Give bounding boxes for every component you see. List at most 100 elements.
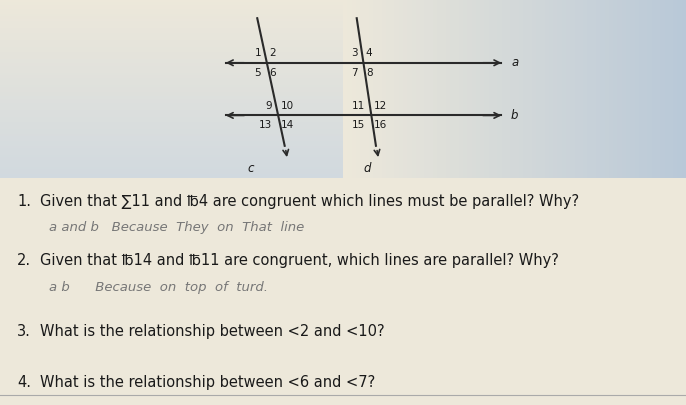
Bar <box>381 0 386 235</box>
Bar <box>596 0 600 235</box>
Bar <box>0 77 686 80</box>
Text: 1.: 1. <box>17 194 31 209</box>
Bar <box>665 0 669 235</box>
Text: 6: 6 <box>269 68 276 78</box>
Bar <box>635 0 639 235</box>
Bar <box>630 0 635 235</box>
Bar <box>0 68 686 70</box>
Bar <box>0 211 686 214</box>
Bar <box>519 0 523 235</box>
Bar <box>0 179 686 181</box>
Bar <box>0 164 686 167</box>
Text: 9: 9 <box>265 100 272 111</box>
Bar <box>0 181 686 183</box>
Bar <box>0 226 686 228</box>
Bar <box>0 132 686 134</box>
Bar <box>484 0 488 235</box>
Bar <box>604 0 609 235</box>
Bar <box>0 26 686 28</box>
Bar <box>429 0 433 235</box>
Bar <box>420 0 425 235</box>
Bar <box>0 207 686 209</box>
Bar <box>0 230 686 232</box>
Text: 3: 3 <box>351 48 357 58</box>
Bar <box>480 0 484 235</box>
Bar <box>0 136 686 139</box>
Bar <box>476 0 480 235</box>
Bar <box>587 0 591 235</box>
Bar <box>514 0 519 235</box>
Bar <box>0 113 686 115</box>
Text: 2: 2 <box>269 48 276 58</box>
Bar <box>506 0 510 235</box>
Bar <box>356 0 360 235</box>
Text: 2.: 2. <box>17 253 32 268</box>
Bar <box>0 171 686 174</box>
Bar <box>412 0 416 235</box>
Bar <box>0 0 686 2</box>
Bar <box>673 0 677 235</box>
Bar <box>425 0 429 235</box>
Bar <box>0 214 686 216</box>
Bar <box>463 0 467 235</box>
Bar <box>660 0 665 235</box>
Bar <box>347 0 351 235</box>
Bar <box>0 17 686 19</box>
Bar <box>0 115 686 117</box>
Bar <box>446 0 450 235</box>
Bar <box>0 64 686 66</box>
Bar <box>0 108 686 111</box>
Bar <box>579 0 583 235</box>
Bar <box>0 61 686 64</box>
Bar <box>0 188 686 190</box>
Bar <box>0 134 686 136</box>
Bar <box>639 0 643 235</box>
Bar <box>600 0 604 235</box>
Text: 8: 8 <box>366 68 372 78</box>
Bar <box>0 89 686 92</box>
Bar <box>591 0 596 235</box>
Bar <box>0 193 686 195</box>
Text: Given that ∑11 and ℔4 are congruent which lines must be parallel? Why?: Given that ∑11 and ℔4 are congruent whic… <box>40 194 579 209</box>
Bar <box>0 218 686 221</box>
Bar <box>0 178 686 405</box>
Bar <box>0 169 686 171</box>
Text: 14: 14 <box>281 120 294 130</box>
Bar <box>407 0 412 235</box>
Bar <box>0 47 686 49</box>
Bar <box>0 124 686 127</box>
Text: 4: 4 <box>366 48 372 58</box>
Bar <box>0 40 686 42</box>
Bar <box>574 0 579 235</box>
Bar <box>643 0 648 235</box>
Bar <box>626 0 630 235</box>
Bar <box>0 66 686 68</box>
Bar <box>0 94 686 96</box>
Bar <box>0 7 686 9</box>
Bar <box>438 0 442 235</box>
Bar <box>0 12 686 14</box>
Bar <box>0 85 686 87</box>
Text: 16: 16 <box>374 120 387 130</box>
Bar <box>0 56 686 59</box>
Bar <box>528 0 532 235</box>
Bar <box>0 96 686 99</box>
Bar <box>0 19 686 21</box>
Bar <box>369 0 373 235</box>
Bar <box>0 35 686 38</box>
Bar <box>0 185 686 188</box>
Bar <box>377 0 381 235</box>
Bar <box>416 0 420 235</box>
Bar <box>467 0 472 235</box>
Bar <box>510 0 514 235</box>
Bar <box>442 0 446 235</box>
Bar <box>0 92 686 94</box>
Text: 1: 1 <box>255 48 261 58</box>
Bar <box>394 0 399 235</box>
Text: 3.: 3. <box>17 324 31 339</box>
Bar <box>0 120 686 122</box>
Bar <box>0 232 686 235</box>
Bar <box>0 146 686 148</box>
Bar <box>373 0 377 235</box>
Bar <box>0 54 686 56</box>
